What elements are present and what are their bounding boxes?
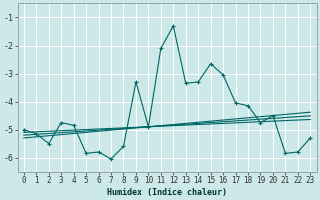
X-axis label: Humidex (Indice chaleur): Humidex (Indice chaleur) [107, 188, 227, 197]
